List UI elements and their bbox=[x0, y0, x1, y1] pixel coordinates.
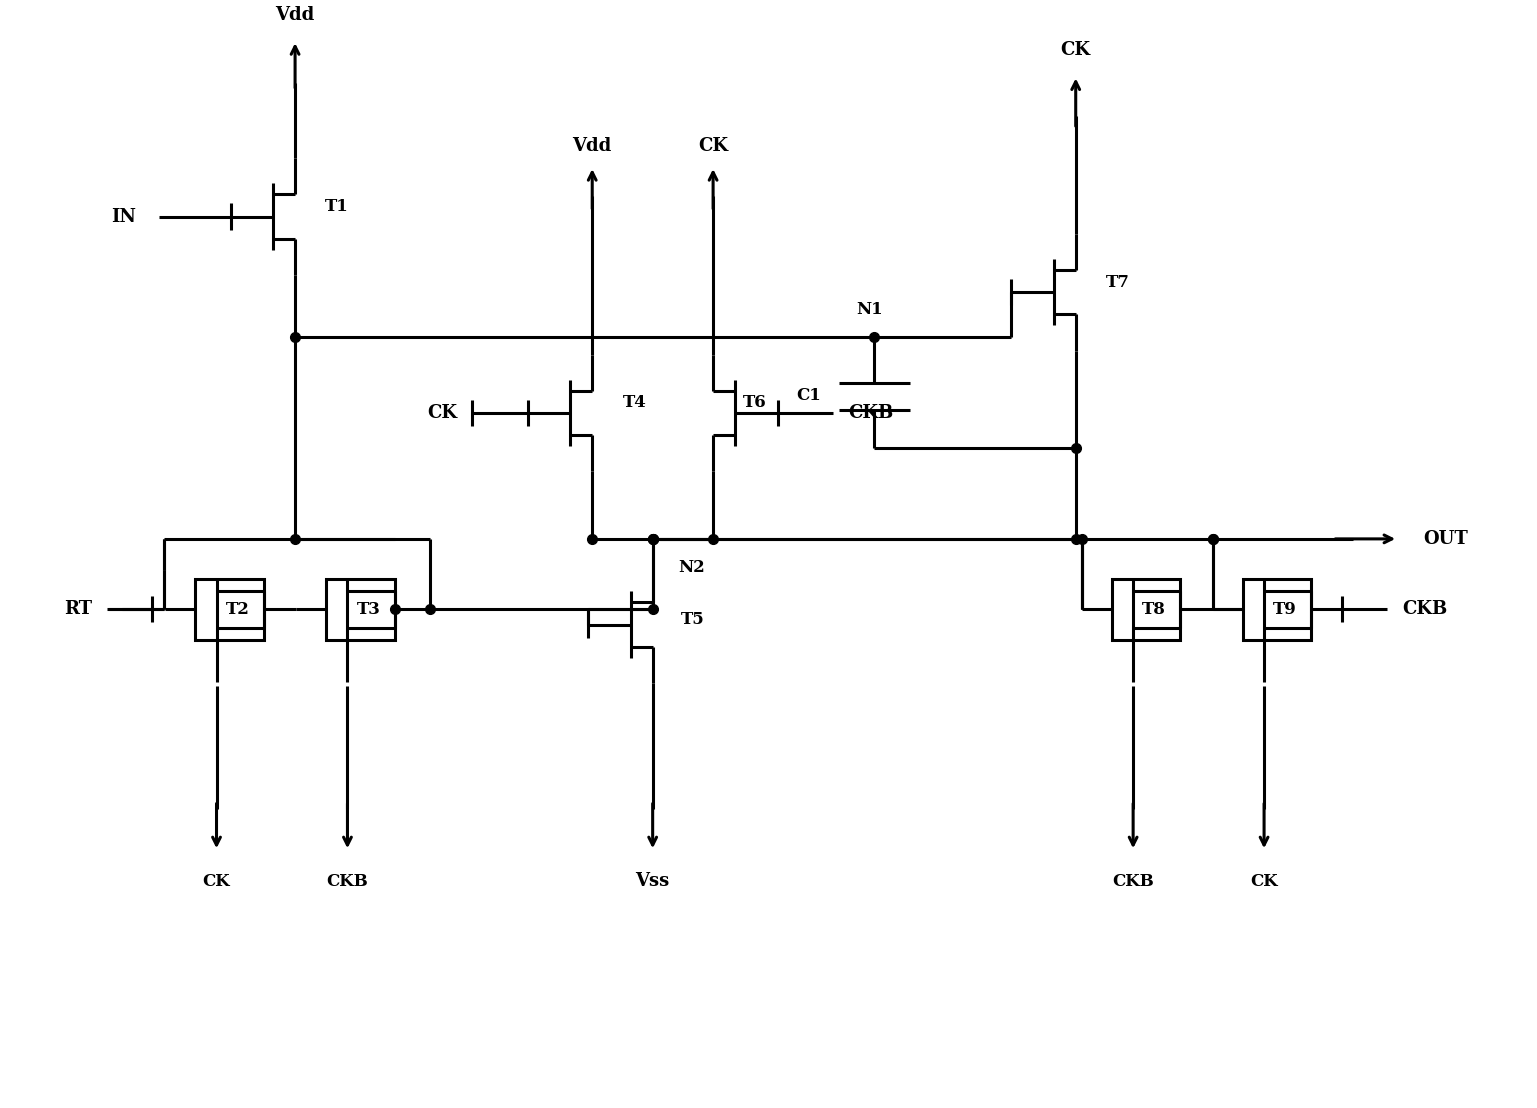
Text: RT: RT bbox=[65, 601, 92, 618]
Text: Vdd: Vdd bbox=[573, 137, 612, 155]
Text: T8: T8 bbox=[1142, 601, 1167, 618]
Text: T3: T3 bbox=[357, 601, 381, 618]
Bar bbox=[195, 579, 264, 639]
Text: T4: T4 bbox=[622, 394, 646, 411]
Text: T7: T7 bbox=[1107, 274, 1130, 290]
Text: Vdd: Vdd bbox=[275, 7, 315, 24]
Text: T2: T2 bbox=[226, 601, 249, 618]
Text: C1: C1 bbox=[796, 388, 821, 404]
Text: T9: T9 bbox=[1273, 601, 1297, 618]
Text: N1: N1 bbox=[856, 300, 882, 318]
Text: N2: N2 bbox=[678, 558, 704, 575]
Text: CKB: CKB bbox=[848, 404, 893, 422]
Text: IN: IN bbox=[111, 207, 135, 226]
Bar bbox=[1111, 579, 1180, 639]
Text: Vss: Vss bbox=[635, 872, 670, 891]
Text: CK: CK bbox=[1250, 873, 1277, 890]
Text: T5: T5 bbox=[681, 611, 704, 628]
Text: CKB: CKB bbox=[1402, 601, 1448, 618]
Text: T1: T1 bbox=[326, 198, 349, 215]
Text: T6: T6 bbox=[744, 394, 767, 411]
Text: CK: CK bbox=[1061, 41, 1091, 60]
Text: CK: CK bbox=[203, 873, 231, 890]
Text: CK: CK bbox=[698, 137, 729, 155]
Text: CKB: CKB bbox=[326, 873, 369, 890]
Bar bbox=[1243, 579, 1311, 639]
Text: CKB: CKB bbox=[1113, 873, 1154, 890]
Text: OUT: OUT bbox=[1423, 530, 1468, 547]
Bar bbox=[326, 579, 395, 639]
Text: CK: CK bbox=[427, 404, 456, 422]
